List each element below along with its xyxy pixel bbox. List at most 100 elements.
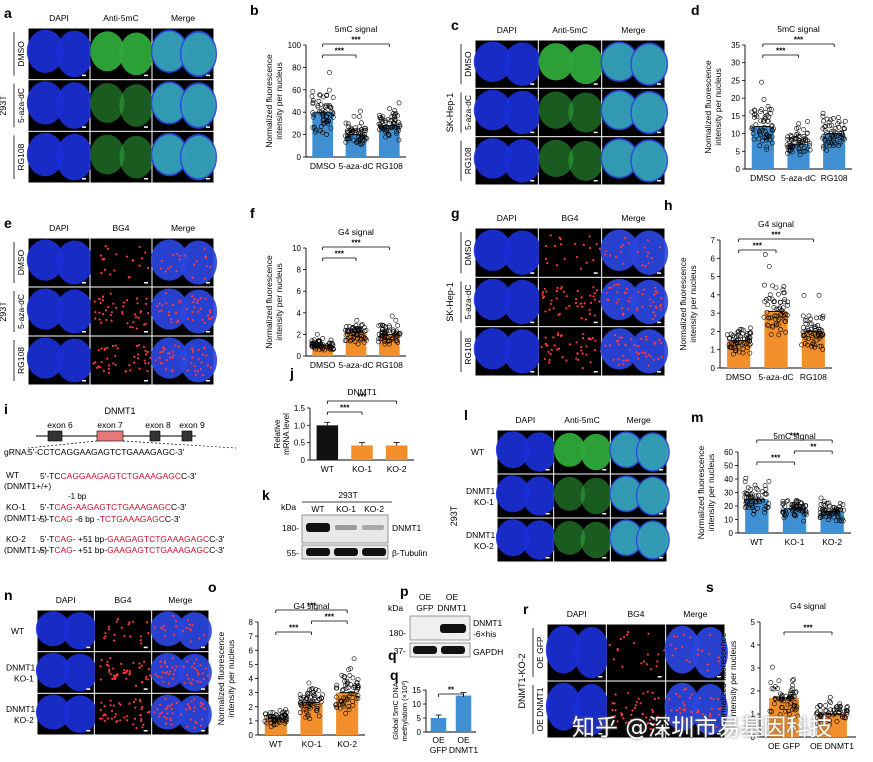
g4-focus xyxy=(604,344,607,347)
g4-focus xyxy=(615,301,618,304)
g4-focus xyxy=(585,353,588,356)
nucleus xyxy=(473,41,512,83)
row-label: 5-aza-dC xyxy=(463,285,473,320)
g4-focus xyxy=(696,653,699,656)
nucleus xyxy=(545,625,582,674)
g4-focus xyxy=(204,667,207,670)
data-point xyxy=(766,323,771,329)
data-point xyxy=(835,514,841,520)
g4-focus xyxy=(183,681,186,684)
exon-label: exon 8 xyxy=(145,420,171,430)
g4-focus xyxy=(581,366,584,370)
data-point xyxy=(820,507,826,513)
g4-focus xyxy=(185,308,188,311)
g4-focus xyxy=(103,704,106,708)
data-point xyxy=(299,703,305,709)
g4-focus xyxy=(696,709,700,712)
g4-focus xyxy=(135,316,138,319)
data-point xyxy=(840,518,846,524)
y-tick-label: 5 xyxy=(736,147,741,156)
g4-focus xyxy=(104,714,107,717)
g4-focus xyxy=(172,672,175,676)
g4-focus xyxy=(698,696,701,699)
g4-focus xyxy=(205,354,208,357)
green-signal xyxy=(580,477,612,515)
g4-focus xyxy=(169,717,172,720)
data-point xyxy=(350,675,356,681)
column-header: DAPI xyxy=(515,415,535,425)
seq-fragment: CAGGAAGAGTCTGAAAGAGC xyxy=(61,471,181,481)
x-tick-label: OE DNMT1 xyxy=(810,741,854,751)
data-point xyxy=(819,332,825,337)
g4-focus xyxy=(138,367,141,370)
green-signal xyxy=(119,135,154,179)
g4-focus xyxy=(616,291,619,294)
y-tick-label: 20 xyxy=(292,131,301,140)
data-point xyxy=(785,150,790,156)
data-point xyxy=(273,722,279,728)
g4-focus xyxy=(147,362,150,365)
panel-letter: q xyxy=(388,647,397,663)
g4-focus xyxy=(620,714,623,717)
g4-focus xyxy=(92,362,95,365)
row-label: DNMT1 xyxy=(6,663,36,673)
data-point xyxy=(819,333,824,338)
y-tick-label: 5 xyxy=(711,273,716,282)
seq-fragment: 5'-TC xyxy=(40,471,61,481)
data-point xyxy=(761,124,767,130)
g4-focus xyxy=(709,697,713,700)
nucleus xyxy=(55,240,94,285)
g4-focus xyxy=(100,347,103,350)
seq-fragment: -6 bp - xyxy=(73,514,100,524)
data-point xyxy=(762,510,768,515)
data-point xyxy=(783,329,789,335)
row-label: KO-1 xyxy=(474,497,494,507)
data-point xyxy=(835,512,841,517)
data-point xyxy=(348,335,354,340)
scale-bar xyxy=(82,331,86,333)
g4-focus xyxy=(641,351,644,354)
data-point xyxy=(762,135,768,140)
nucleus xyxy=(473,138,512,179)
y-tick-label: 10 xyxy=(292,244,301,253)
y-tick-label: 60 xyxy=(292,86,301,95)
g4-focus xyxy=(657,653,660,656)
g4-focus xyxy=(618,336,621,339)
x-tick-label: KO-1 xyxy=(785,537,805,547)
g4-focus xyxy=(580,349,583,352)
data-point xyxy=(764,322,770,328)
data-point xyxy=(803,510,808,516)
g4-focus xyxy=(158,302,161,305)
g4-focus xyxy=(189,629,193,632)
g4-focus xyxy=(581,352,584,355)
data-point xyxy=(396,137,402,143)
g4-focus xyxy=(169,670,172,673)
g4-focus xyxy=(708,712,712,715)
g4-focus xyxy=(645,663,649,666)
data-point xyxy=(767,292,773,298)
data-point xyxy=(394,129,399,134)
data-point xyxy=(786,711,792,717)
g4-focus xyxy=(585,345,588,348)
row-label: WT xyxy=(471,447,484,457)
g4-focus xyxy=(565,307,568,310)
band xyxy=(306,548,330,556)
g4-focus xyxy=(136,302,139,305)
data-point xyxy=(839,134,845,140)
g4-focus xyxy=(135,327,138,330)
data-point xyxy=(317,696,323,702)
data-point xyxy=(748,325,753,331)
green-signal xyxy=(90,82,125,123)
scale-bar xyxy=(657,371,661,373)
data-point xyxy=(777,305,783,311)
g4-focus xyxy=(167,313,171,317)
g4-focus xyxy=(98,318,101,321)
g4-focus xyxy=(589,361,592,364)
g4-focus xyxy=(642,660,646,663)
g4-focus xyxy=(678,706,681,710)
data-point xyxy=(744,331,750,337)
data-point xyxy=(376,121,382,127)
data-point xyxy=(318,128,323,134)
g4-focus xyxy=(109,699,112,702)
